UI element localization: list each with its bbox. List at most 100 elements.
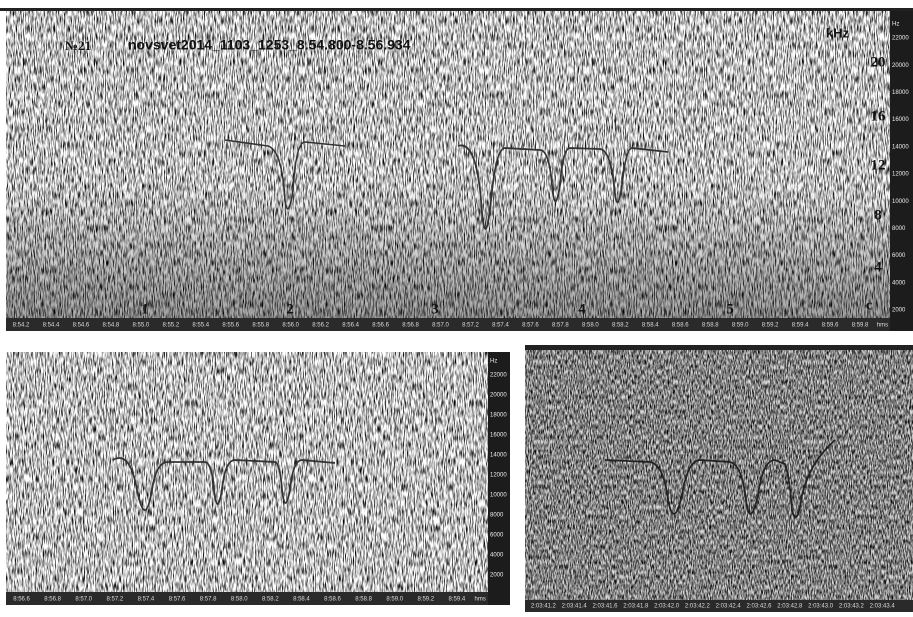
hz-label: 10000 bbox=[490, 493, 507, 499]
time-label: 8:59.6 bbox=[822, 323, 839, 329]
khz-unit: kHz bbox=[826, 25, 850, 40]
time-label: 8:57.4 bbox=[138, 597, 155, 603]
hz-label: 4000 bbox=[490, 553, 504, 559]
hz-unit: Hz bbox=[892, 22, 899, 28]
time-label: 2:03:42.8 bbox=[777, 604, 803, 610]
hz-label: 22000 bbox=[490, 373, 507, 379]
time-label: 2:03:41.2 bbox=[531, 604, 557, 610]
time-label: 8:55.0 bbox=[133, 323, 150, 329]
time-label: 8:56.6 bbox=[13, 597, 30, 603]
hz-label: 14000 bbox=[490, 453, 507, 459]
time-label: 8:56.8 bbox=[44, 597, 61, 603]
hz-unit: Hz bbox=[490, 359, 497, 365]
time-label: 8:58.8 bbox=[355, 597, 372, 603]
file-name: novsvet2014_1103_1253_8.54.800-8.56.934 bbox=[128, 37, 411, 53]
time-label: 8:58.8 bbox=[702, 323, 719, 329]
time-label: 8:55.2 bbox=[162, 323, 179, 329]
time-label: 8:59.2 bbox=[762, 323, 779, 329]
khz-label: 4 bbox=[874, 259, 882, 275]
time-label: 8:56.2 bbox=[312, 323, 329, 329]
time-unit: hms bbox=[877, 323, 888, 329]
hz-label: 4000 bbox=[892, 280, 906, 286]
hz-label: 12000 bbox=[490, 473, 507, 479]
time-label: 8:55.4 bbox=[192, 323, 209, 329]
time-label: 8:58.2 bbox=[262, 597, 279, 603]
time-label: 8:59.4 bbox=[449, 597, 466, 603]
hz-label: 20000 bbox=[490, 393, 507, 399]
time-label: 8:54.8 bbox=[103, 323, 120, 329]
hz-label: 18000 bbox=[490, 413, 507, 419]
time-label: 8:57.8 bbox=[200, 597, 217, 603]
left-panel bbox=[6, 352, 510, 605]
time-label: 8:58.0 bbox=[231, 597, 248, 603]
time-label: 8:59.4 bbox=[792, 323, 809, 329]
time-label: 8:57.6 bbox=[169, 597, 186, 603]
time-label: 8:57.2 bbox=[106, 597, 123, 603]
time-label: 8:56.8 bbox=[402, 323, 419, 329]
hz-label: 22000 bbox=[892, 36, 909, 42]
right-panel bbox=[525, 345, 913, 612]
khz-label: 12 bbox=[871, 157, 886, 173]
khz-label: 8 bbox=[874, 207, 882, 223]
hz-label: 6000 bbox=[490, 533, 504, 539]
time-label: 8:59.0 bbox=[732, 323, 749, 329]
time-label: 2:03:42.6 bbox=[746, 604, 772, 610]
time-label: 2:03:41.6 bbox=[592, 604, 618, 610]
hz-label: 6000 bbox=[892, 253, 906, 259]
note-label: 3 bbox=[431, 301, 439, 317]
note-label: 5 bbox=[726, 301, 734, 317]
main-panel: №21 novsvet2014_1103_1253_8.54.800-8.56.… bbox=[0, 8, 913, 331]
time-label: 2:03:42.4 bbox=[716, 604, 742, 610]
time-unit: hms bbox=[475, 597, 486, 603]
hz-label: 2000 bbox=[892, 308, 906, 314]
khz-label: 20 bbox=[871, 54, 886, 70]
hz-label: 16000 bbox=[490, 433, 507, 439]
hz-label: 12000 bbox=[892, 172, 909, 178]
time-label: 2:03:43.2 bbox=[839, 604, 865, 610]
hz-label: 14000 bbox=[892, 144, 909, 150]
time-label: 8:57.6 bbox=[522, 323, 539, 329]
time-label: 8:59.8 bbox=[852, 323, 869, 329]
time-label: 8:59.2 bbox=[417, 597, 434, 603]
c-label: c bbox=[866, 297, 873, 313]
time-label: 8:58.2 bbox=[612, 323, 629, 329]
time-label: 8:58.6 bbox=[324, 597, 341, 603]
time-label: 8:54.6 bbox=[73, 323, 90, 329]
hz-label: 20000 bbox=[892, 63, 909, 69]
time-label: 2:03:41.8 bbox=[623, 604, 649, 610]
hz-label: 16000 bbox=[892, 117, 909, 123]
hz-label: 8000 bbox=[892, 226, 906, 232]
recording-number: №21 bbox=[65, 38, 91, 53]
time-label: 8:57.0 bbox=[432, 323, 449, 329]
time-label: 2:03:43.4 bbox=[870, 604, 896, 610]
time-label: 8:58.0 bbox=[582, 323, 599, 329]
time-label: 8:56.4 bbox=[342, 323, 359, 329]
time-label: 8:57.0 bbox=[75, 597, 92, 603]
time-label: 8:57.2 bbox=[462, 323, 479, 329]
hz-label: 10000 bbox=[892, 199, 909, 205]
hz-label: 2000 bbox=[490, 573, 504, 579]
time-label: 2:03:41.4 bbox=[562, 604, 588, 610]
time-label: 2:03:42.2 bbox=[685, 604, 711, 610]
time-label: 2:03:42.0 bbox=[654, 604, 680, 610]
time-label: 8:58.4 bbox=[293, 597, 310, 603]
time-label: 8:58.6 bbox=[672, 323, 689, 329]
time-label: 2:03:43.0 bbox=[808, 604, 834, 610]
time-label: 8:57.8 bbox=[552, 323, 569, 329]
time-label: 8:58.4 bbox=[642, 323, 659, 329]
time-label: 8:57.4 bbox=[492, 323, 509, 329]
hz-label: 8000 bbox=[490, 513, 504, 519]
note-label: 1 bbox=[141, 301, 149, 317]
time-label: 8:59.0 bbox=[386, 597, 403, 603]
time-label: 8:55.6 bbox=[222, 323, 239, 329]
hz-label: 18000 bbox=[892, 90, 909, 96]
khz-label: 16 bbox=[871, 108, 887, 124]
time-label: 8:54.2 bbox=[13, 323, 30, 329]
note-label: 2 bbox=[286, 301, 294, 317]
time-label: 8:56.0 bbox=[282, 323, 299, 329]
time-label: 8:55.8 bbox=[252, 323, 269, 329]
time-label: 8:54.4 bbox=[43, 323, 60, 329]
time-label: 8:56.6 bbox=[372, 323, 389, 329]
note-label: 4 bbox=[578, 301, 586, 317]
